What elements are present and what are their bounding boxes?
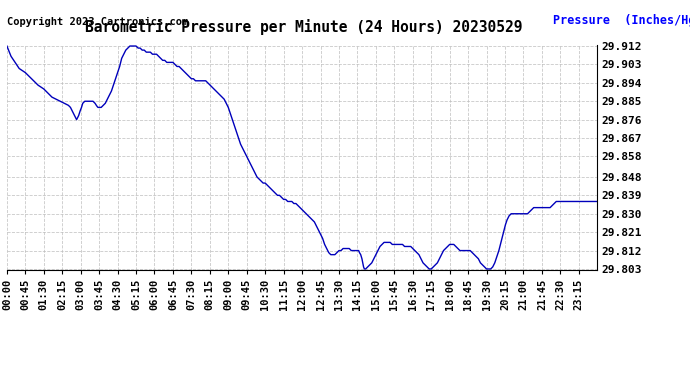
Text: Pressure  (Inches/Hg): Pressure (Inches/Hg) (553, 14, 690, 27)
Text: Barometric Pressure per Minute (24 Hours) 20230529: Barometric Pressure per Minute (24 Hours… (85, 19, 522, 35)
Text: Copyright 2023 Cartronics.com: Copyright 2023 Cartronics.com (7, 17, 188, 27)
